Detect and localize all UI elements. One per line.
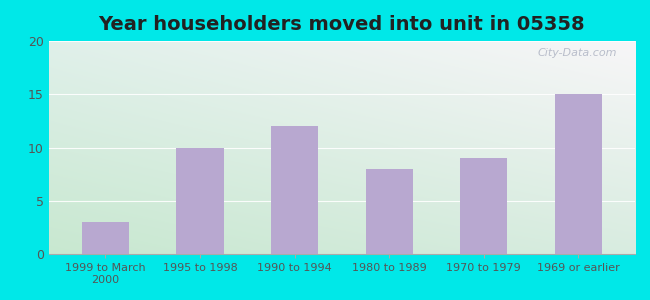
Title: Year householders moved into unit in 05358: Year householders moved into unit in 053…	[99, 15, 585, 34]
Bar	[271, 126, 318, 254]
Bar	[82, 222, 129, 254]
Bar	[176, 148, 224, 254]
Text: City-Data.com: City-Data.com	[538, 47, 617, 58]
Bar	[460, 158, 508, 254]
Bar	[554, 94, 602, 254]
Bar	[365, 169, 413, 254]
